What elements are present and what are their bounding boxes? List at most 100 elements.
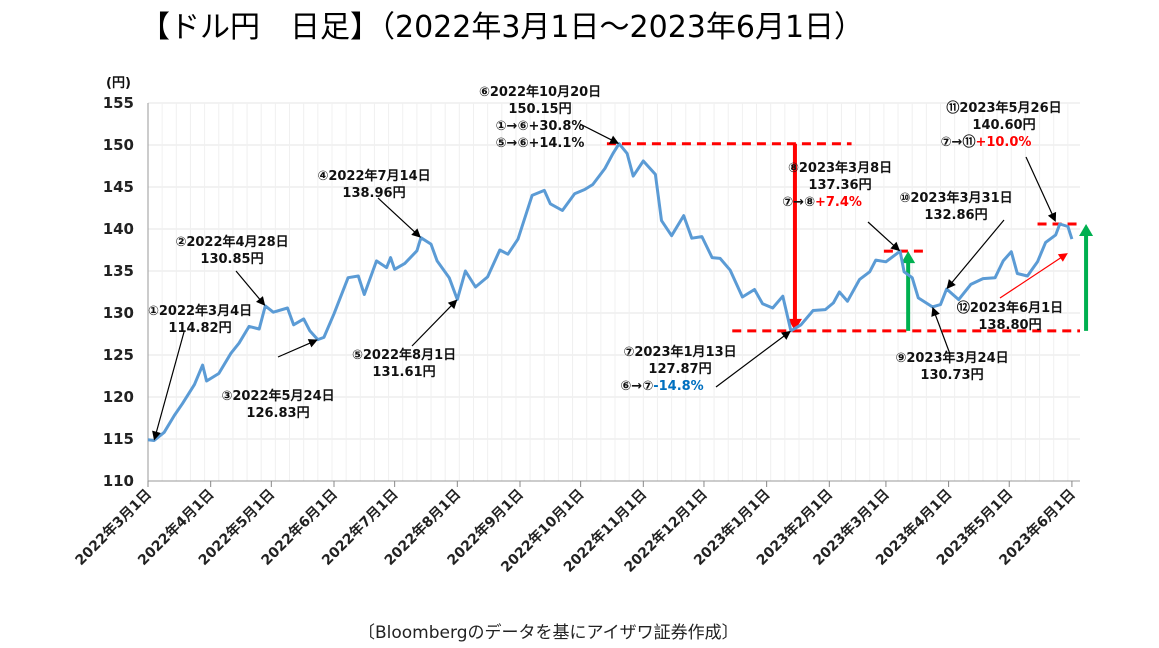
annotation-line: ③2022年5月24日 [221, 388, 334, 404]
annotation-1: ①2022年3月4日 114.82円 [148, 303, 252, 441]
annotation-arrowhead [411, 228, 421, 238]
annotation-text: ⑪2023年5月26日 140.60円 ⑦→⑪+10.0% [941, 100, 1062, 150]
annotation-arrowhead [256, 296, 266, 306]
annotation-leader [933, 312, 951, 355]
y-tick-label: 120 [103, 388, 134, 406]
annotation-leader [377, 197, 417, 235]
annotation-line: ⑥2022年10月20日 [479, 84, 601, 100]
annotation-11: ⑪2023年5月26日 140.60円 ⑦→⑪+10.0% [941, 100, 1062, 222]
annotation-line: 114.82円 [168, 321, 231, 336]
annotation-line: 137.36円 [808, 178, 871, 193]
annotation-line: 130.73円 [920, 368, 983, 383]
annotation-arrowhead [931, 306, 940, 317]
annotation-leader [155, 331, 185, 435]
annotation-5: ⑤2022年8月1日 131.61円 [352, 299, 458, 380]
y-tick-label: 130 [103, 304, 134, 322]
decline-arrow-head [787, 318, 802, 331]
annotation-line: ④2022年7月14日 [317, 168, 430, 184]
annotation-line: ⑫2023年6月1日 [957, 300, 1063, 316]
annotation-line: 150.15円 [508, 102, 571, 117]
y-tick-label: 140 [103, 220, 134, 238]
annotation-8: ⑧2023年3月8日 137.36円 ⑦→⑧+7.4% [782, 160, 901, 252]
annotation-text: ⑫2023年6月1日 138.80円 [957, 300, 1063, 333]
annotation-arrowhead [1047, 211, 1057, 222]
gridlines [147, 102, 1080, 482]
annotation-leader [411, 303, 454, 347]
annotation-7: ⑦2023年1月13日 127.87円 ⑥→⑦-14.8% [620, 330, 791, 394]
annotation-line: ⑦2023年1月13日 [623, 344, 736, 360]
annotation-text: ②2022年4月28日 130.85円 [175, 234, 288, 267]
annotation-line: ⑪2023年5月26日 [946, 100, 1061, 116]
y-tick-label: 135 [103, 262, 134, 280]
usd-jpy-price-line [147, 142, 1074, 442]
annotation-text: ④2022年7月14日 138.96円 [317, 168, 430, 201]
annotation-arrowhead [152, 430, 161, 441]
annotation-leader [235, 270, 262, 302]
annotation-line: ⑧2023年3月8日 [788, 160, 892, 176]
annotation-pct: +10.0% [975, 135, 1031, 150]
rise-arrow-1-head [901, 251, 916, 264]
annotation-line: ①→⑥+30.8% [496, 119, 585, 134]
annotations: ①2022年3月4日 114.82円 ②2022年4月28日 130.85円 ③2022… [148, 84, 1068, 441]
annotation-line: 131.61円 [372, 365, 435, 380]
annotation-text: ⑤2022年8月1日 131.61円 [352, 347, 456, 380]
annotation-line: 126.83円 [246, 406, 309, 421]
annotation-line: ⑤→⑥+14.1% [496, 136, 585, 151]
annotation-line: 130.85円 [200, 252, 263, 267]
annotation-10: ⑩2023年3月31日 132.86円 [899, 190, 1013, 289]
annotation-line: ⑨2023年3月24日 [895, 350, 1008, 366]
y-tick-label: 115 [103, 430, 134, 448]
annotation-arrowhead [946, 279, 956, 289]
annotation-leader [999, 255, 1064, 299]
annotation-line: 138.80円 [978, 318, 1041, 333]
annotation-text: ⑥2022年10月20日 150.15円 ①→⑥+30.8% ⑤→⑥+14.1% [479, 84, 601, 151]
annotation-arrowhead [447, 299, 458, 310]
annotation-arrowhead [608, 135, 620, 144]
y-tick-label: 150 [103, 136, 134, 154]
y-tick-label: 125 [103, 346, 134, 364]
annotation-9: ⑨2023年3月24日 130.73円 [895, 306, 1009, 383]
annotation-pct-prefix: ⑦→⑧ [782, 195, 815, 210]
annotation-pct-prefix: ⑦→⑪ [941, 134, 976, 150]
annotation-leader [579, 123, 614, 142]
annotation-arrowhead [307, 339, 318, 348]
x-axis: 2022年3月1日2022年4月1日2022年5月1日2022年6月1日2022… [72, 480, 1080, 576]
annotation-leader [1025, 156, 1054, 217]
annotation-6: ⑥2022年10月20日 150.15円 ①→⑥+30.8% ⑤→⑥+14.1% [479, 84, 620, 151]
annotation-2: ②2022年4月28日 130.85円 [175, 234, 289, 306]
annotation-line: ①2022年3月4日 [148, 303, 252, 319]
annotation-pct: -14.8% [653, 379, 704, 394]
y-tick-label: 145 [103, 178, 134, 196]
annotation-text: ⑩2023年3月31日 132.86円 [899, 190, 1012, 223]
annotation-arrowhead [890, 241, 901, 252]
annotation-text: ⑧2023年3月8日 137.36円 ⑦→⑧+7.4% [782, 160, 892, 210]
annotation-pct: +7.4% [815, 195, 862, 210]
annotation-pct-prefix: ⑥→⑦ [620, 379, 653, 394]
annotation-line: ⑩2023年3月31日 [899, 190, 1012, 206]
y-axis: 110 115 120 125 130 135 140 145 150 155 [103, 94, 149, 490]
y-tick-label: 155 [103, 94, 134, 112]
annotation-text: ⑨2023年3月24日 130.73円 [895, 350, 1008, 383]
source-note: 〔Bloombergのデータを基にアイザワ証券作成〕 [358, 622, 739, 643]
rise-arrow-2-head [1079, 223, 1094, 236]
annotation-line: 138.96円 [342, 186, 405, 201]
annotation-arrowhead [780, 330, 791, 340]
y-tick-label: 110 [103, 472, 134, 490]
annotation-line: 140.60円 [972, 118, 1035, 133]
reference-lines [606, 142, 1094, 333]
annotation-line: ⑤2022年8月1日 [352, 347, 456, 363]
annotation-3: ③2022年5月24日 126.83円 [221, 339, 335, 421]
annotation-leader [949, 219, 1005, 285]
annotation-text: ①2022年3月4日 114.82円 [148, 303, 252, 336]
annotation-line: 127.87円 [648, 362, 711, 377]
annotation-text: ③2022年5月24日 126.83円 [221, 388, 334, 421]
annotation-12: ⑫2023年6月1日 138.80円 [957, 253, 1068, 333]
annotation-4: ④2022年7月14日 138.96円 [317, 168, 431, 238]
annotation-leader [277, 341, 313, 358]
y-axis-unit: (円) [106, 76, 131, 91]
annotation-arrowhead [1057, 253, 1068, 262]
annotation-line: ②2022年4月28日 [175, 234, 288, 250]
annotation-line: 132.86円 [924, 208, 987, 223]
chart-title: 【ドル円 日足】（2022年3月1日～2023年6月1日） [140, 10, 864, 45]
